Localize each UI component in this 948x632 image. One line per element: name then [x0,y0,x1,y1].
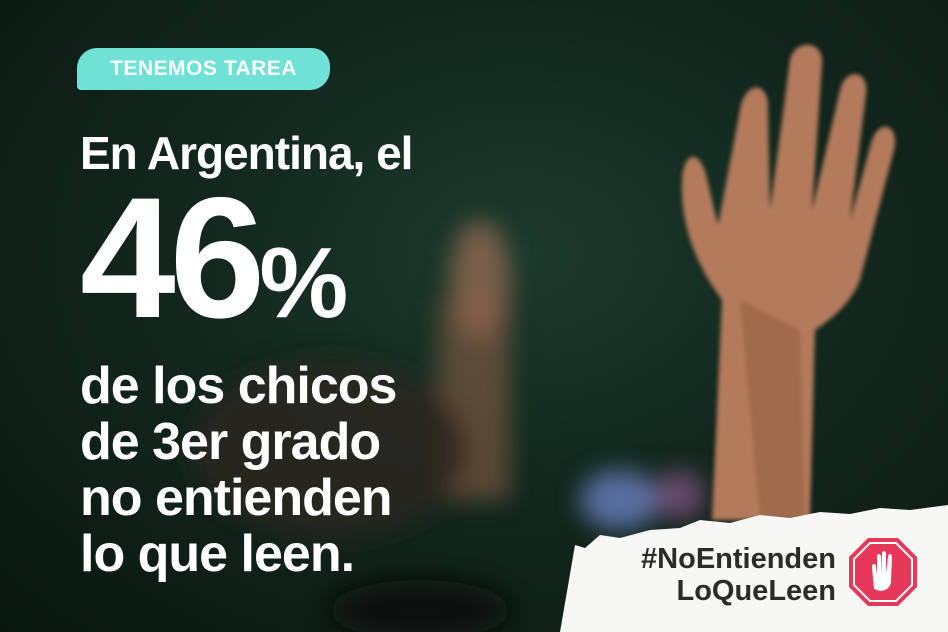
headline-figure: 46% [80,172,348,369]
tenemos-tarea-badge: TENEMOS TAREA [77,48,330,90]
blurred-student [190,220,705,632]
percentage-value: 46 [80,162,265,354]
hashtag-line-2: LoQueLeen [676,575,836,607]
headline-line: de los chicos [80,357,397,415]
headline-intro: En Argentina, el [80,127,413,179]
headline-line: de 3er grado [80,413,381,471]
hashtag[interactable]: #NoEntienden LoQueLeen [641,543,836,607]
headline-body: de los chicos de 3er grado no entienden … [80,357,397,583]
headline-line: no entienden [80,469,393,527]
headline-line: lo que leen. [80,525,355,583]
stop-hand-icon [849,538,917,606]
hashtag-line-1: #NoEntienden [641,543,836,575]
raised-hand [681,44,896,520]
percent-sign: % [259,227,349,339]
